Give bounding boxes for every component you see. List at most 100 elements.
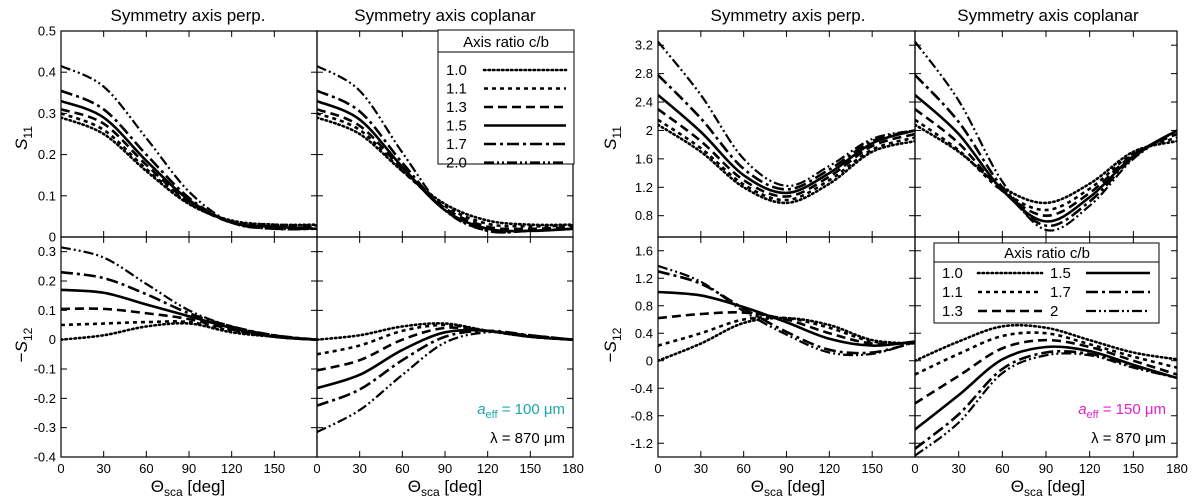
x-tick-label: 90 (779, 461, 793, 476)
series-line-1.3 (317, 326, 573, 372)
panel-R_S12_copl: 0 30 60 90 120 150 180 (911, 236, 1188, 476)
ylabel-right-s11: S11 (601, 126, 624, 150)
y-tick-label: 0.8 (635, 298, 653, 313)
x-tick-label: 30 (96, 461, 110, 476)
series-line-2.0 (317, 65, 573, 234)
legend-left-label: 1.1 (446, 81, 467, 98)
panel-frame (316, 236, 574, 458)
y-tick-label: 2 (646, 123, 653, 138)
series-line-1.7 (658, 270, 915, 355)
y-tick-label: -0.3 (34, 420, 56, 435)
series-line-2.0 (61, 65, 317, 231)
series-line-1.1 (317, 323, 573, 356)
series-line-1.5 (61, 99, 317, 231)
series-line-2.0 (915, 41, 1177, 232)
annotation-lambda-left: λ = 870 μm (490, 430, 565, 447)
series-line-1.5 (317, 328, 573, 390)
x-tick-label: 120 (818, 461, 840, 476)
series-line-1.3 (317, 108, 573, 231)
y-tick-label: 0.8 (635, 208, 653, 223)
y-tick-label: -0.4 (34, 450, 56, 465)
series-line-2.0 (317, 330, 573, 434)
legend-right-label: 1.1 (942, 284, 963, 301)
panel-R_S11_copl (914, 30, 1178, 238)
series-line-1.1 (61, 320, 317, 341)
y-tick-label: 0.2 (38, 274, 56, 289)
title-right-perp: Symmetry axis perp. (711, 6, 866, 25)
y-tick-label: 1.2 (635, 271, 653, 286)
legend-left-label: 2.0 (446, 155, 467, 172)
series-line-2.0 (915, 352, 1177, 457)
y-tick-label: -0.2 (34, 391, 56, 406)
series-line-1.1 (317, 112, 573, 228)
series-line-1.3 (915, 108, 1177, 217)
x-tick-label: 150 (861, 461, 883, 476)
legend-right-label: 1.3 (942, 303, 963, 320)
panel-R_S11_perp: 0.8 1.2 1.6 2 2.4 2.8 3.2 (635, 30, 916, 238)
x-tick-label: 0 (313, 461, 320, 476)
series-line-1.7 (61, 270, 317, 341)
y-tick-label: 0 (646, 353, 653, 368)
y-tick-label: 0.1 (38, 303, 56, 318)
series-line-1.0 (61, 116, 317, 227)
series-line-1.7 (317, 89, 573, 234)
series-line-1.5 (658, 290, 915, 347)
panel-L_S12_perp: -0.4 -0.3 -0.2 -0.1 0 0.1 0.2 0.3 0 30 60 90 120 150 (34, 236, 318, 476)
panel-frame (914, 30, 1178, 238)
series-line-2.0 (61, 246, 317, 341)
x-tick-label: 0 (57, 461, 64, 476)
legend-right-box (933, 242, 1160, 324)
legend-left-title: Axis ratio c/b (463, 34, 549, 51)
y-tick-label: 1.6 (635, 151, 653, 166)
y-tick-label: 1.2 (635, 180, 653, 195)
series-line-1.1 (658, 118, 915, 202)
x-tick-label: 150 (1122, 461, 1144, 476)
series-line-1.5 (658, 93, 915, 195)
legend-right-label: 1.0 (942, 265, 963, 282)
series-line-1.1 (915, 118, 1177, 212)
y-tick-label: -0.4 (631, 381, 653, 396)
legend-left-label: 1.7 (446, 136, 467, 153)
panel-L_S12_copl: 0 30 60 90 120 150 180 (313, 236, 584, 476)
xlabel-right-perp: Θsca [deg] (751, 477, 825, 499)
ylabel-left-s12: −S12 (12, 327, 35, 362)
legend-right-label: 1.7 (1050, 284, 1071, 301)
series-line-1.5 (915, 345, 1177, 431)
x-tick-label: 60 (395, 461, 409, 476)
ylabel-left-s11: S11 (12, 126, 35, 150)
annotation-lambda-right: λ = 870 μm (1091, 430, 1166, 447)
legend-left-label: 1.5 (446, 118, 467, 135)
panel-frame (657, 236, 916, 458)
series-line-1.0 (317, 116, 573, 227)
series-line-1.7 (915, 349, 1177, 450)
x-tick-label: 150 (263, 461, 285, 476)
series-line-1.1 (915, 331, 1177, 376)
legend-right-entries: 1.0 1.1 1.3 1.5 1.7 2 (942, 265, 1150, 320)
series-line-1.0 (658, 316, 915, 363)
series-line-1.3 (658, 108, 915, 198)
x-tick-label: 30 (352, 461, 366, 476)
series-line-1.0 (915, 323, 1177, 363)
x-tick-label: 90 (182, 461, 196, 476)
legend-left-label: 1.3 (446, 99, 467, 116)
y-tick-label: 0.1 (38, 188, 56, 203)
plot-area: 00.10.20.30.40.5-0.4-0.3-0.2-0.100.10.20… (34, 24, 1188, 477)
y-tick-label: 2.4 (635, 95, 653, 110)
y-tick-label: 0.5 (38, 24, 56, 39)
panel-L_S11_perp: 0 0.1 0.2 0.3 0.4 0.5 (38, 24, 318, 245)
legend-right-title: Axis ratio c/b (1004, 245, 1090, 262)
series-line-2.0 (658, 264, 915, 357)
series-line-1.3 (915, 338, 1177, 405)
series-line-1.0 (915, 123, 1177, 205)
y-tick-label: 1.6 (635, 243, 653, 258)
legend-left: Axis ratio c/b 1.0 1.11.3 1.51.7 2.0 (437, 29, 575, 172)
series-line-1.0 (658, 123, 915, 205)
panel-frame (60, 236, 318, 458)
panel-R_S12_perp: -1.2 -0.8 -0.4 0 0.4 0.8 1.2 1.6 0 30 60 90 120 150 (631, 236, 916, 476)
series-line-1.3 (61, 108, 317, 229)
xlabel-left-coplanar: Θsca [deg] (408, 477, 482, 499)
x-tick-label: 0 (911, 461, 918, 476)
y-tick-label: 0 (49, 230, 56, 245)
x-tick-label: 60 (995, 461, 1009, 476)
